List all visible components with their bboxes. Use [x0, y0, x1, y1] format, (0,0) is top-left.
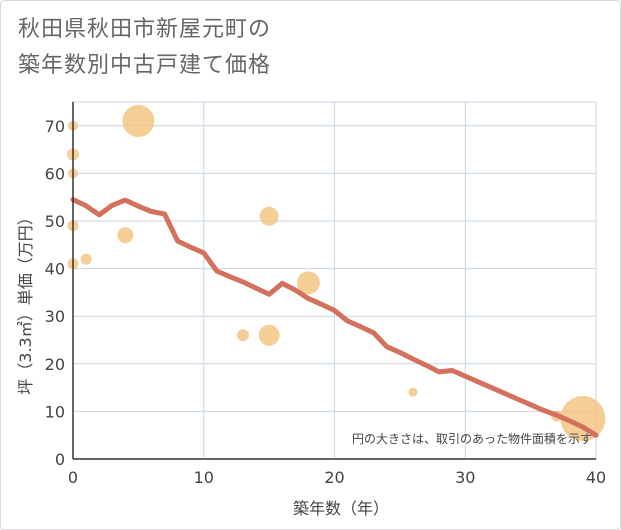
y-tick-label: 40 [45, 260, 65, 279]
bubble-point [296, 271, 320, 295]
x-tick-label: 40 [586, 468, 606, 487]
bubble-point [80, 253, 92, 265]
bubble-point [259, 206, 279, 226]
bubble-point [560, 396, 606, 442]
y-tick-label: 0 [55, 450, 65, 469]
title-line-2: 築年数別中古戸建て価格 [18, 53, 272, 78]
y-tick-label: 30 [45, 307, 65, 326]
y-tick-label: 10 [45, 402, 65, 421]
x-axis-label: 築年数（年） [293, 499, 389, 518]
trend-line [70, 197, 599, 438]
axes: 0 10 20 30 40 50 60 70 0 10 20 30 40 [45, 102, 606, 487]
bubble-point [408, 387, 418, 397]
bubble-point [258, 324, 280, 346]
x-tick-label: 30 [455, 468, 475, 487]
y-axis-label: 坪（3.3㎡）単価（万円） [16, 209, 35, 394]
bubble-point [122, 105, 155, 138]
chart-title: 秋田県秋田市新屋元町の 築年数別中古戸建て価格 [18, 12, 271, 84]
size-note: 円の大きさは、取引のあった物件面積を示す [352, 431, 592, 446]
x-tick-label: 20 [324, 468, 344, 487]
y-tick-label: 60 [45, 164, 65, 183]
grid [72, 101, 597, 460]
bubble-point [236, 329, 249, 342]
trend-layer [70, 197, 599, 438]
x-tick-label: 0 [68, 468, 78, 487]
y-tick-label: 20 [45, 355, 65, 374]
x-tick-label: 10 [194, 468, 214, 487]
bubble-point [117, 227, 134, 244]
y-tick-label: 50 [45, 212, 65, 231]
y-tick-label: 70 [45, 117, 65, 136]
title-line-1: 秋田県秋田市新屋元町の [18, 17, 272, 42]
bubble-layer [67, 105, 606, 442]
